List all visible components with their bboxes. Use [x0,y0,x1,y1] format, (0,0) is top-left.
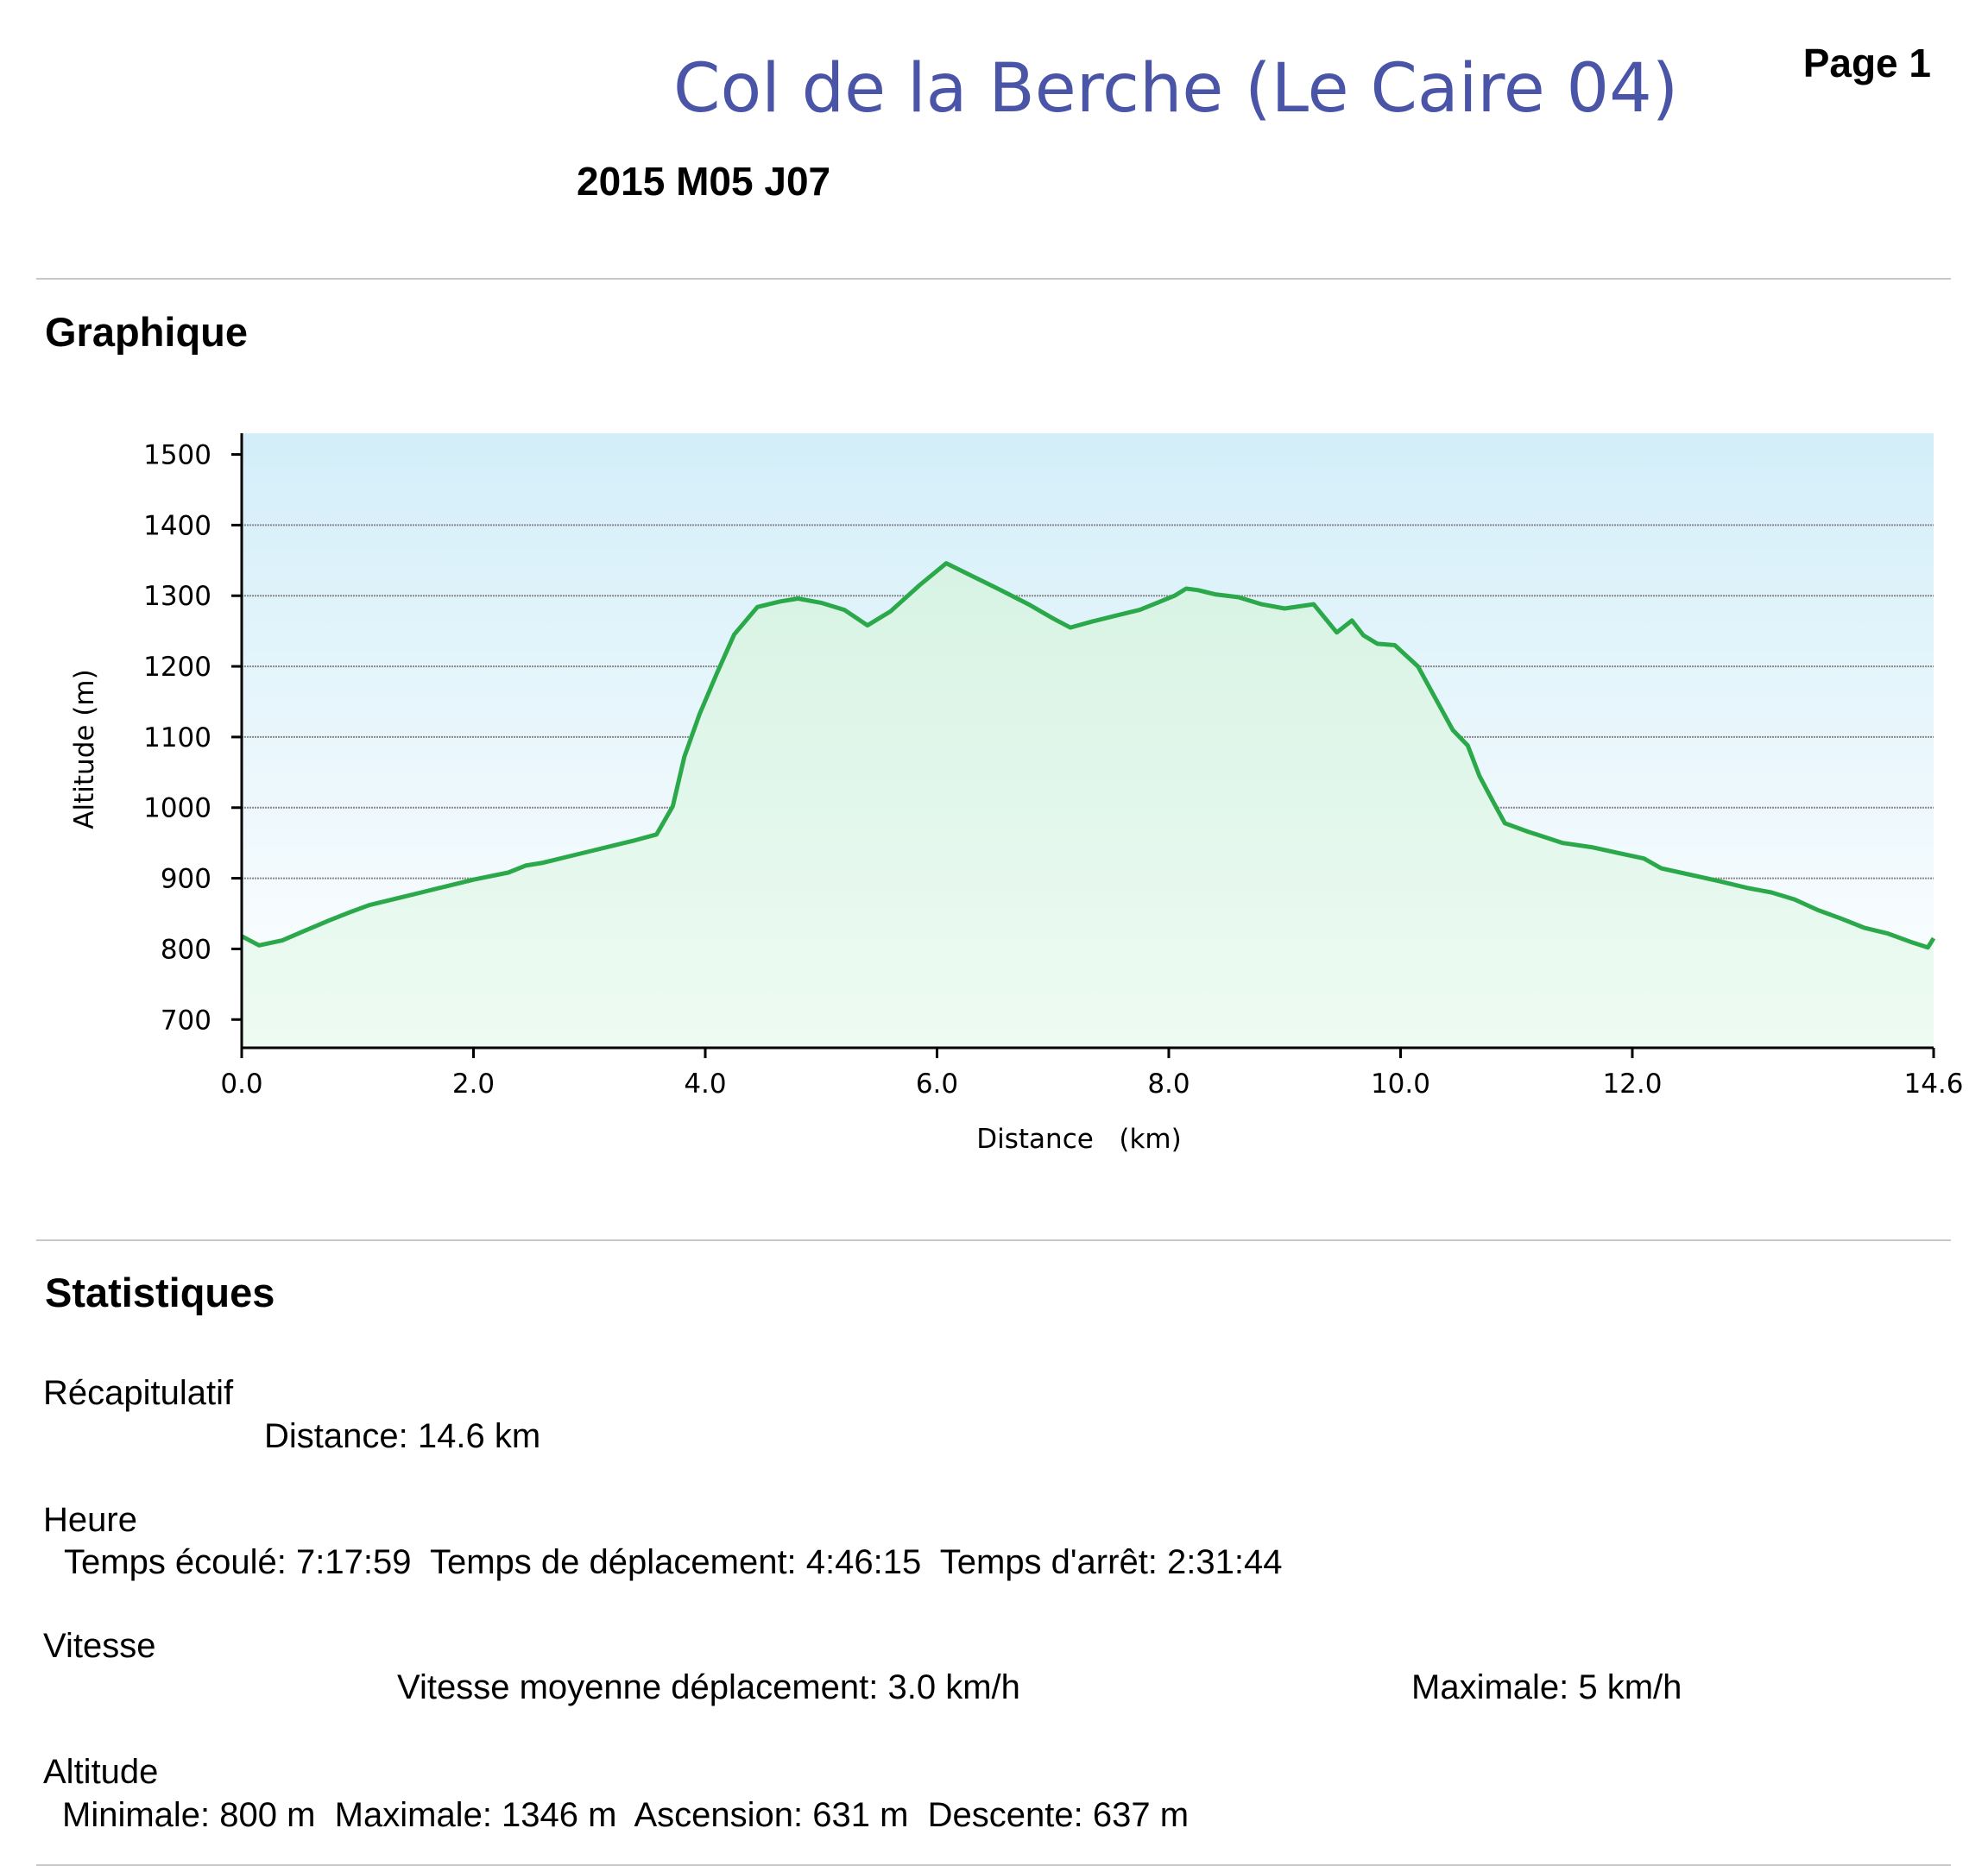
page-number: Page 1 [1802,41,1931,85]
summary-label: Récapitulatif [43,1374,234,1412]
x-tick-label: 12.0 [1602,1069,1662,1100]
time-values: Temps écoulé: 7:17:59 Temps de déplaceme… [64,1543,1283,1581]
divider [36,278,1951,280]
y-tick-label: 900 [161,864,211,895]
x-tick-label: 6.0 [916,1069,958,1100]
elevation-line [240,561,1936,950]
y-tick-label: 1100 [143,722,211,753]
x-axis-label: Distance (km) [976,1124,1181,1155]
y-tick-label: 1500 [143,440,211,471]
x-tick-label: 14.6 [1903,1069,1963,1100]
x-tick-label: 0.0 [220,1069,262,1100]
y-tick-label: 1200 [143,652,211,683]
divider [36,1239,1951,1241]
distance-value: Distance: 14.6 km [264,1417,541,1455]
speed-label: Vitesse [43,1627,156,1665]
y-tick-label: 800 [161,934,211,965]
y-axis-label: Altitude (m) [69,669,100,829]
time-label: Heure [43,1501,137,1539]
y-tick-label: 700 [161,1005,211,1036]
stats-heading: Statistiques [45,1270,275,1315]
y-tick-label: 1000 [143,793,211,824]
x-tick-label: 4.0 [684,1069,726,1100]
altitude-label: Altitude [43,1753,159,1791]
elevation-area [242,563,1934,1048]
speed-max: Maximale: 5 km/h [1411,1668,1682,1706]
speed-average: Vitesse moyenne déplacement: 3.0 km/h [397,1668,1020,1706]
graph-heading: Graphique [45,309,249,355]
x-tick-label: 10.0 [1371,1069,1430,1100]
document-date: 2015 M05 J07 [577,159,831,204]
x-tick-label: 8.0 [1147,1069,1190,1100]
elevation-chart: 700 800 900 1000 1100 1200 1300 1400 1500 0.0 2.0… [69,433,1964,1155]
y-tick-label: 1400 [143,510,211,541]
y-tick-label: 1300 [143,581,211,612]
document-title: Col de la Berche (Le Caire 04) [673,50,1679,128]
x-tick-label: 2.0 [452,1069,495,1100]
altitude-values: Minimale: 800 m Maximale: 1346 m Ascensi… [62,1796,1190,1834]
